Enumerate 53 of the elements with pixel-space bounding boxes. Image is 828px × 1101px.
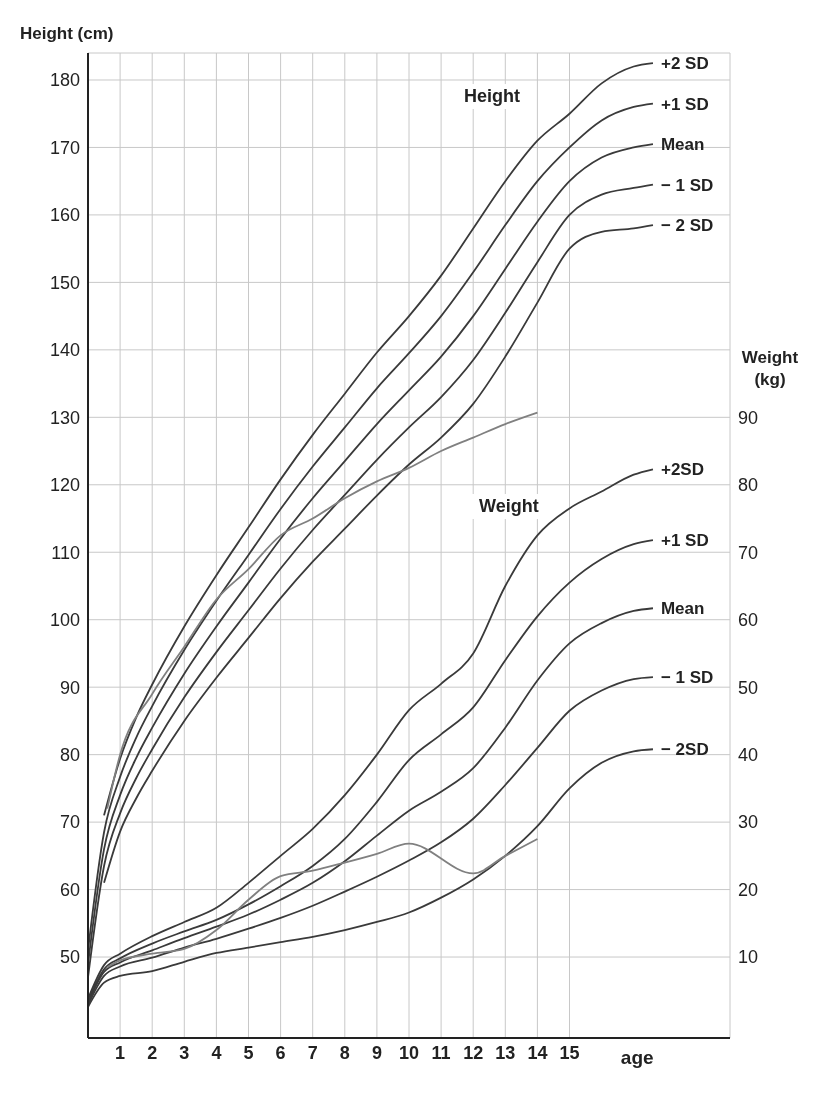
y-axis-title: Height (cm) xyxy=(20,24,114,43)
y2-tick-label: 50 xyxy=(738,677,759,698)
series-label: +2SD xyxy=(660,460,704,480)
series-label: +1 SD xyxy=(660,94,709,114)
x-tick-label: 4 xyxy=(211,1042,222,1063)
y-tick-label: 170 xyxy=(49,137,80,158)
y2-tick-label: 40 xyxy=(738,745,759,766)
series-label: − 2SD xyxy=(660,740,709,760)
y-tick-label: 140 xyxy=(49,340,80,361)
x-tick-label: 14 xyxy=(527,1042,548,1063)
y2-tick-label: 10 xyxy=(738,947,759,968)
x-tick-label: 3 xyxy=(179,1042,190,1063)
y2-tick-label: 70 xyxy=(738,542,759,563)
x-tick-label: 7 xyxy=(307,1042,318,1063)
y2-axis-title: Weight (kg) xyxy=(741,348,799,390)
x-tick-label: 8 xyxy=(339,1042,350,1063)
x-tick-label: 11 xyxy=(431,1042,451,1063)
x-tick-label: 10 xyxy=(398,1042,420,1063)
y-tick-label: 160 xyxy=(49,205,80,226)
y-tick-label: 70 xyxy=(59,812,80,833)
y-tick-label: 180 xyxy=(49,70,80,91)
series-label: Mean xyxy=(660,135,705,155)
y2-tick-label: 20 xyxy=(738,879,759,900)
y-tick-label: 90 xyxy=(59,677,80,698)
y-tick-label: 60 xyxy=(59,879,80,900)
series-label: Mean xyxy=(660,599,705,619)
y-tick-label: 100 xyxy=(49,610,80,631)
x-axis-title: age xyxy=(620,1047,654,1068)
x-tick-label: 13 xyxy=(495,1042,516,1063)
y-tick-label: 50 xyxy=(59,947,80,968)
y-tick-label: 130 xyxy=(49,407,80,428)
x-tick-label: 12 xyxy=(463,1042,484,1063)
y-tick-label: 120 xyxy=(49,475,80,496)
series-label: − 1 SD xyxy=(660,668,714,688)
y2-tick-label: 80 xyxy=(738,475,759,496)
series-label: − 1 SD xyxy=(660,175,714,195)
y2-tick-label: 90 xyxy=(738,407,759,428)
x-tick-label: 1 xyxy=(115,1042,126,1063)
x-tick-label: 5 xyxy=(243,1042,254,1063)
series-label: − 2 SD xyxy=(660,216,714,236)
y-tick-label: 110 xyxy=(51,542,80,563)
x-tick-label: 15 xyxy=(559,1042,580,1063)
x-tick-label: 2 xyxy=(147,1042,158,1063)
series-label: +2 SD xyxy=(660,54,709,74)
x-tick-label: 9 xyxy=(371,1042,382,1063)
series-label: +1 SD xyxy=(660,531,709,551)
y2-tick-label: 30 xyxy=(738,812,759,833)
y2-tick-label: 60 xyxy=(738,610,759,631)
y-tick-label: 80 xyxy=(59,745,80,766)
y-tick-label: 150 xyxy=(49,272,80,293)
x-tick-label: 6 xyxy=(275,1042,286,1063)
annotation: Height xyxy=(456,84,528,109)
annotation: Weight xyxy=(471,494,547,519)
